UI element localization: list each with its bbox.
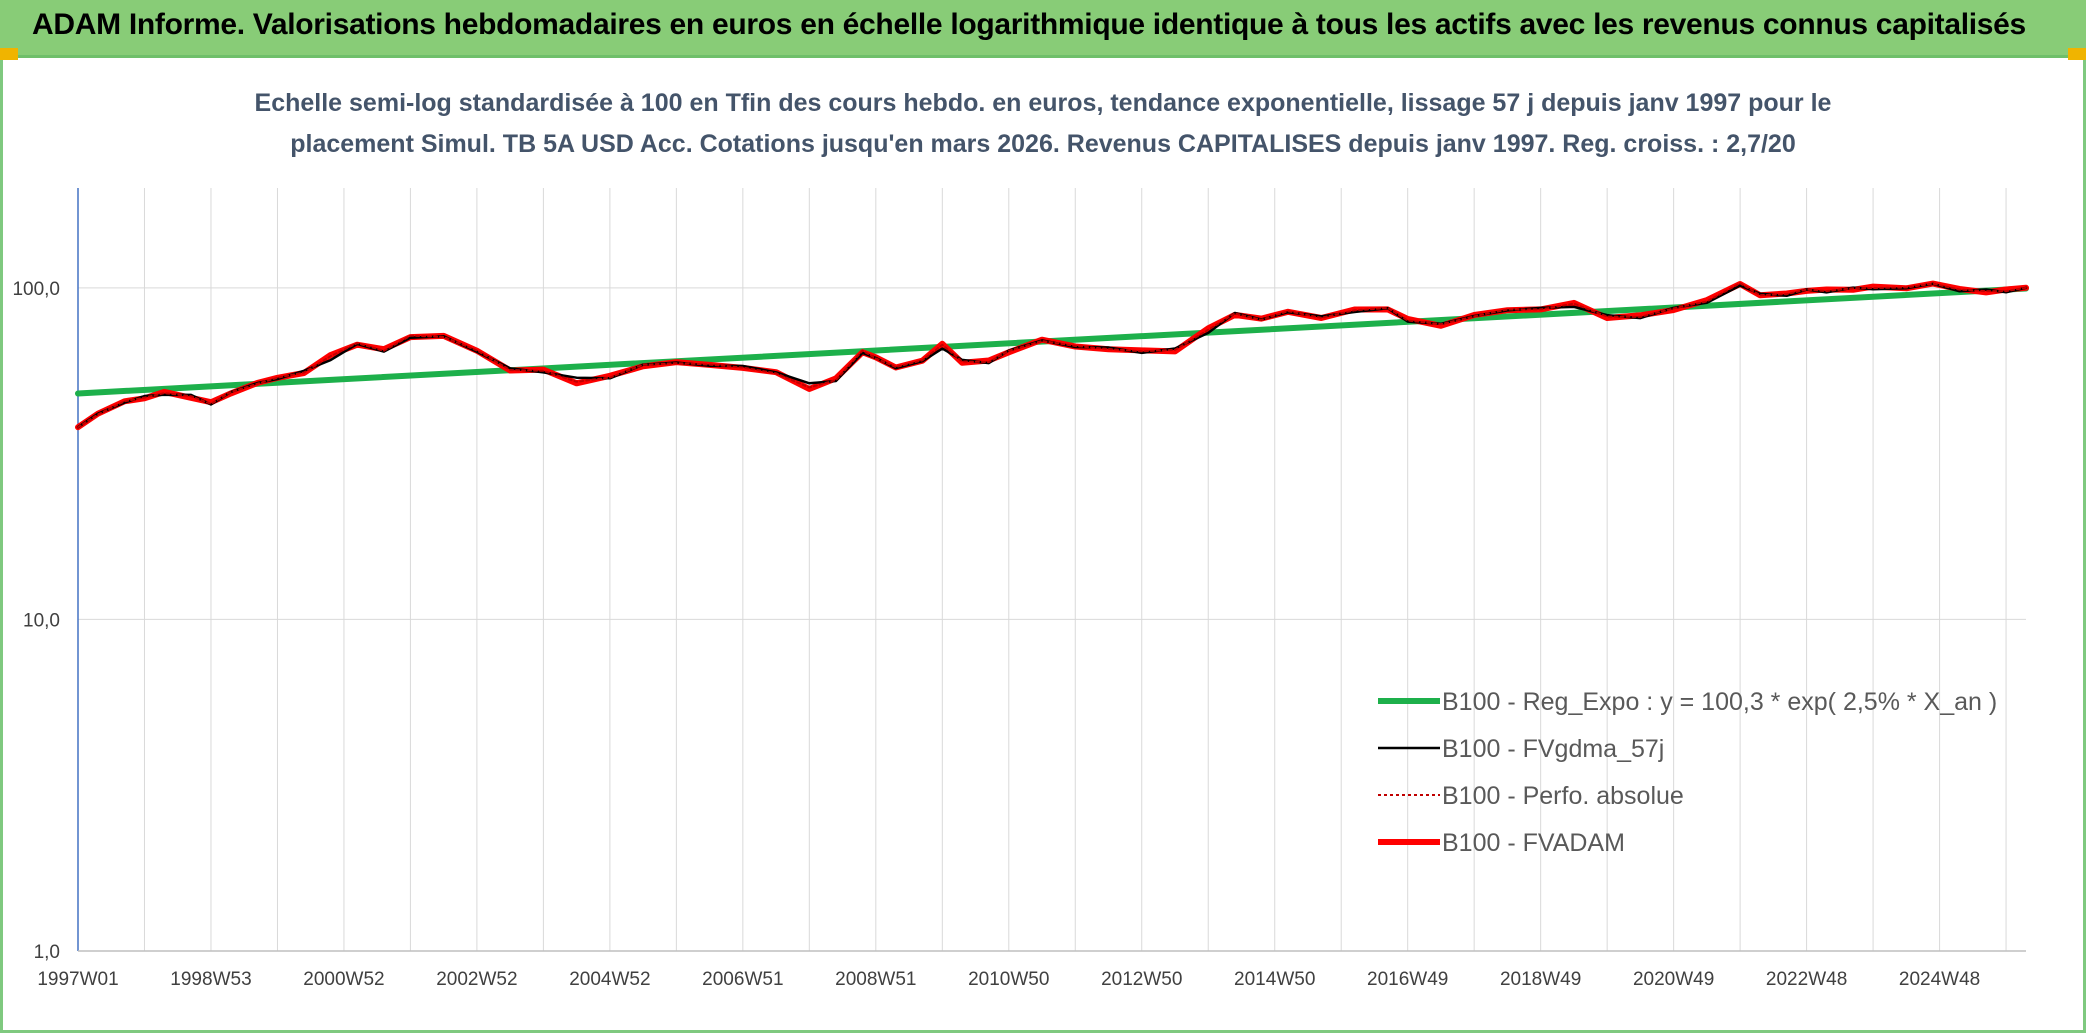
x-tick-label: 2006W51: [702, 969, 783, 990]
series-line-3: [77, 282, 2027, 429]
x-tick-label: 2020W49: [1633, 969, 1714, 990]
x-tick-label: 1998W53: [170, 969, 251, 990]
x-tick-label: 2016W49: [1367, 969, 1448, 990]
chart-subtitle: placement Simul. TB 5A USD Acc. Cotation…: [290, 130, 1796, 158]
legend-label: B100 - Reg_Expo : y = 100,3 * exp( 2,5% …: [1442, 688, 1997, 716]
legend: B100 - Reg_Expo : y = 100,3 * exp( 2,5% …: [1378, 688, 1997, 857]
x-tick-label: 2008W51: [835, 969, 916, 990]
y-tick-label: 1,0: [34, 942, 60, 963]
legend-label: B100 - FVgdma_57j: [1442, 735, 1664, 763]
page-title: ADAM Informe. Valorisations hebdomadaire…: [32, 8, 2026, 41]
x-tick-label: 2004W52: [569, 969, 650, 990]
axes: 1,0 10,0 100,0 1997W01 1998W53 2000W52 2002W52…: [12, 188, 2026, 990]
x-tick-label: 2010W50: [968, 969, 1049, 990]
x-tick-label: 2012W50: [1101, 969, 1182, 990]
x-tick-label: 2002W52: [436, 969, 517, 990]
y-tick-label: 100,0: [12, 279, 60, 300]
x-tick-label: 2024W48: [1899, 969, 1980, 990]
y-tick-label: 10,0: [23, 610, 60, 631]
chart-title: Echelle semi-log standardisée à 100 en T…: [255, 89, 1832, 117]
chart-area: Echelle semi-log standardisée à 100 en T…: [0, 58, 2086, 1033]
corner-marker-left: [0, 48, 18, 60]
x-tick-label: 1997W01: [37, 969, 118, 990]
x-tick-label: 2022W48: [1766, 969, 1847, 990]
x-tick-label: 2014W50: [1234, 969, 1315, 990]
x-tick-label: 2018W49: [1500, 969, 1581, 990]
chart-svg: Echelle semi-log standardisée à 100 en T…: [12, 89, 2029, 990]
legend-label: B100 - Perfo. absolue: [1442, 782, 1684, 810]
x-tick-label: 2000W52: [303, 969, 384, 990]
header-banner: ADAM Informe. Valorisations hebdomadaire…: [0, 0, 2086, 58]
series-group: [75, 280, 2029, 431]
corner-marker-right: [2068, 48, 2086, 60]
legend-label: B100 - FVADAM: [1442, 829, 1625, 857]
